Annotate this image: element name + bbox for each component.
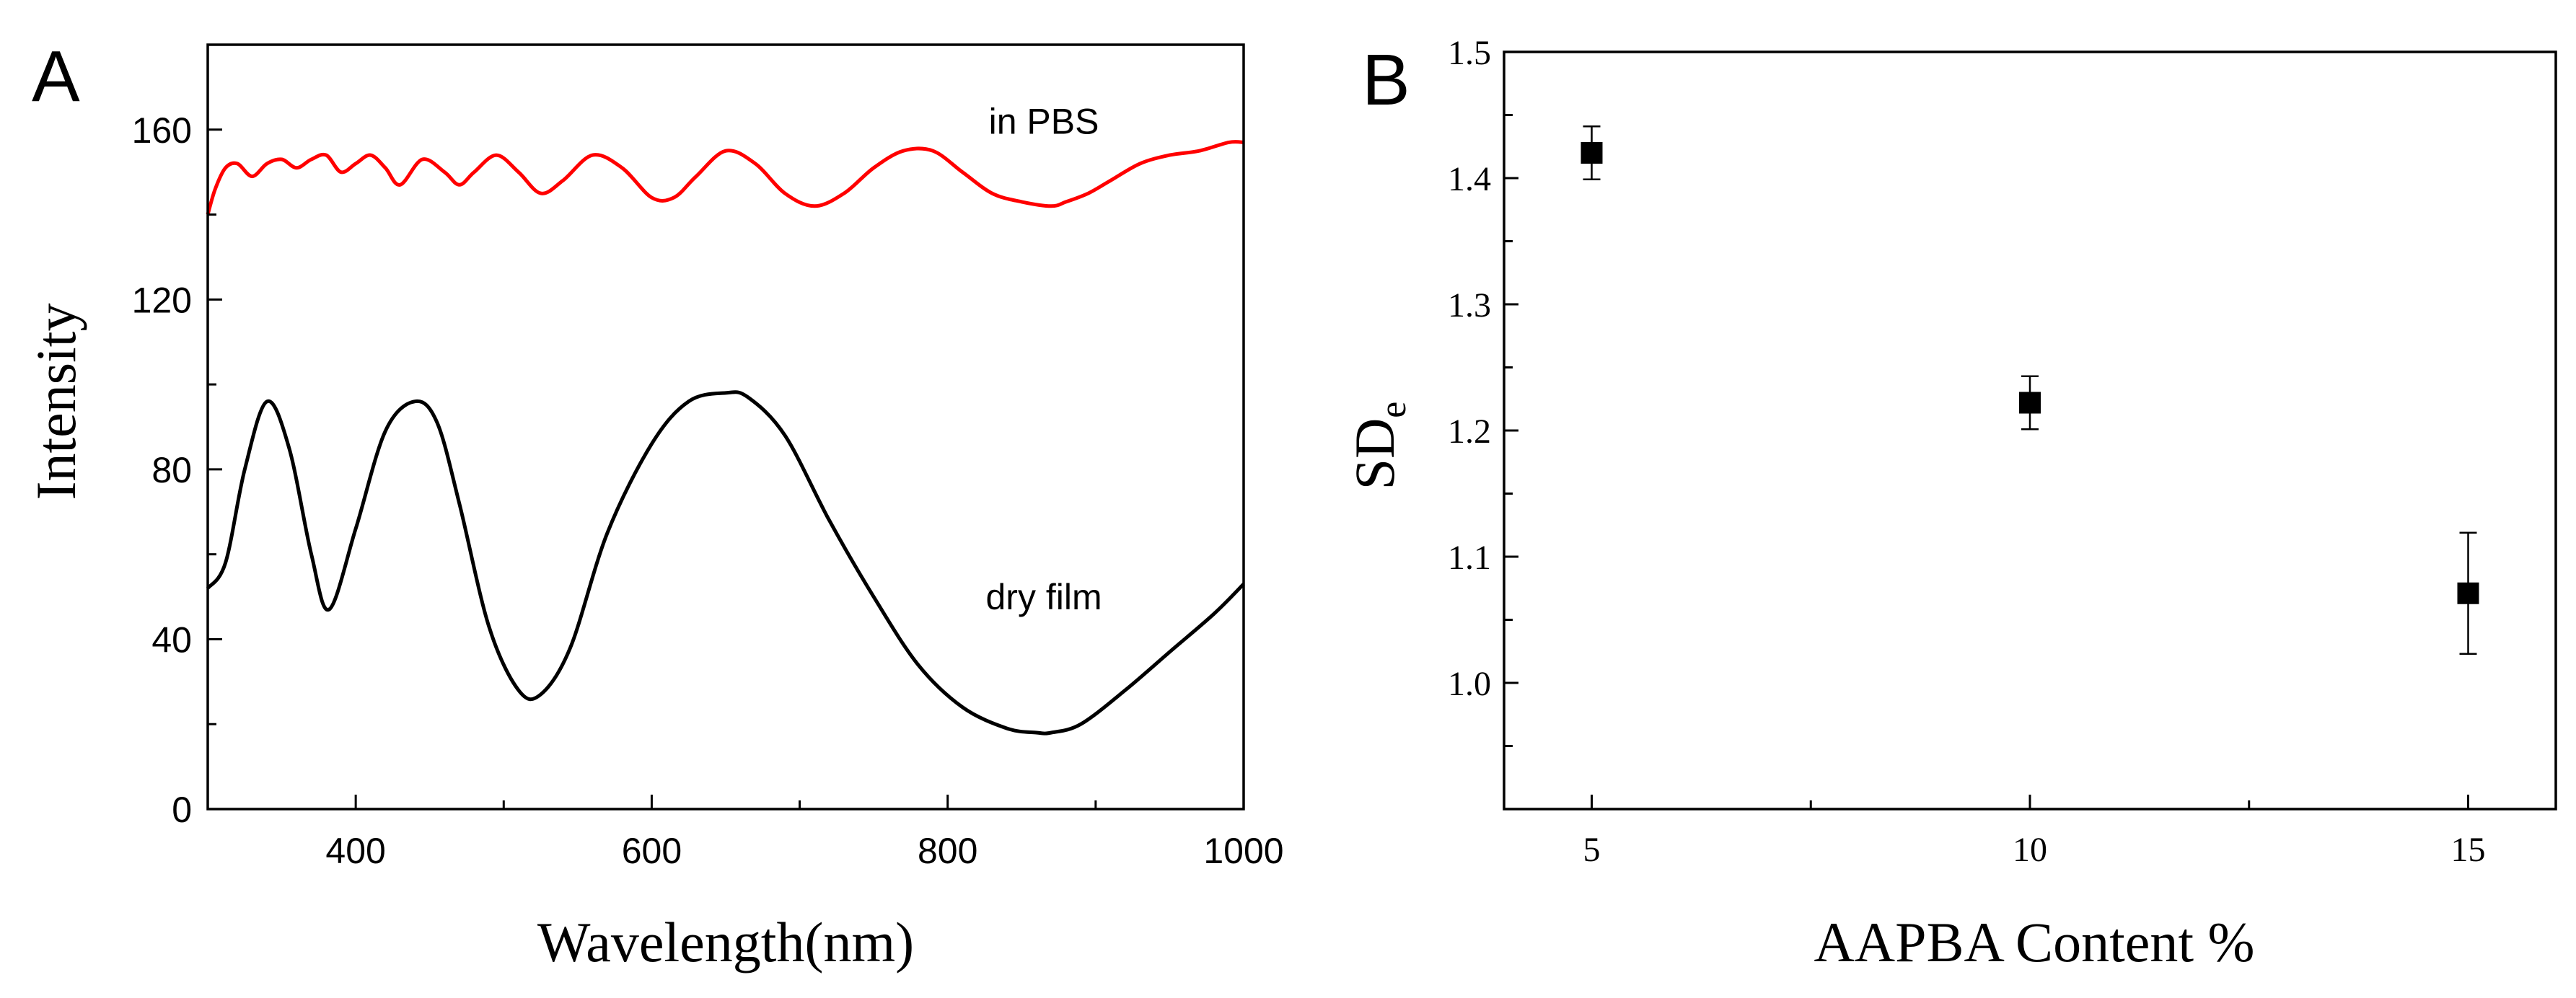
x-tick-label-a: 400 [325, 831, 385, 871]
y-tick-label-a: 80 [151, 450, 192, 490]
data-point [1581, 142, 1603, 164]
y-tick-label-a: 120 [132, 280, 192, 320]
y-axis-ticks-a: 0 40 80 120 160 [132, 43, 222, 830]
x-tick-label-a: 800 [918, 831, 977, 871]
series-line-dry-film [206, 390, 1245, 736]
y-axis-ticks-b: 1.0 1.1 1.2 1.3 1.4 1.5 [1448, 34, 1518, 811]
x-tick-label-b: 15 [2451, 831, 2486, 869]
y-tick-label-b: 1.2 [1448, 412, 1491, 451]
y-tick-label-b: 1.0 [1448, 665, 1491, 703]
x-axis-label-b: AAPBA Content % [1814, 911, 2254, 973]
x-tick-label-b: 10 [2013, 831, 2047, 869]
y-axis-label-b-sub: e [1373, 402, 1414, 418]
data-point [2019, 392, 2041, 414]
y-tick-label-b: 1.5 [1448, 34, 1491, 72]
panel-label-b: B [1362, 40, 1410, 120]
data-point [2457, 582, 2479, 604]
series-lines-a [206, 140, 1245, 736]
x-tick-label-a: 1000 [1203, 831, 1283, 871]
x-tick-label-b: 5 [1583, 831, 1601, 869]
plot-frame-b [1503, 50, 2557, 811]
annotation-label: in PBS [989, 102, 1099, 142]
y-axis-label-b-main: SD [1343, 418, 1406, 490]
annotations-a: in PBS dry film [986, 102, 1102, 618]
y-axis-label-b: SDe [1343, 402, 1414, 490]
chart-panel-a: A 400 600 800 1000 0 40 80 120 160 in PBS dry fi… [25, 36, 1284, 973]
y-tick-label-b: 1.1 [1448, 539, 1491, 577]
chart-panel-b: B 5 10 15 1.0 1.1 1.2 1.3 1.4 1.5 AAPBA Content… [1343, 34, 2557, 973]
series-line-in-pbs [206, 140, 1244, 216]
annotation-label: dry film [986, 577, 1102, 617]
x-axis-ticks-b: 5 10 15 [1583, 795, 2486, 869]
plot-frame-a [206, 43, 1245, 811]
panel-label-a: A [32, 36, 80, 117]
y-tick-label-a: 40 [151, 619, 192, 660]
y-tick-label-b: 1.3 [1448, 286, 1491, 324]
y-tick-label-a: 0 [172, 790, 192, 830]
data-points-b [1581, 125, 2479, 655]
y-tick-label-b: 1.4 [1448, 160, 1491, 198]
x-tick-label-a: 600 [622, 831, 682, 871]
x-axis-label-a: Wavelength(nm) [537, 911, 914, 973]
x-axis-ticks-a: 400 600 800 1000 [206, 795, 1284, 871]
y-tick-label-a: 160 [132, 110, 192, 151]
y-axis-label-a: Intensity [25, 304, 87, 500]
